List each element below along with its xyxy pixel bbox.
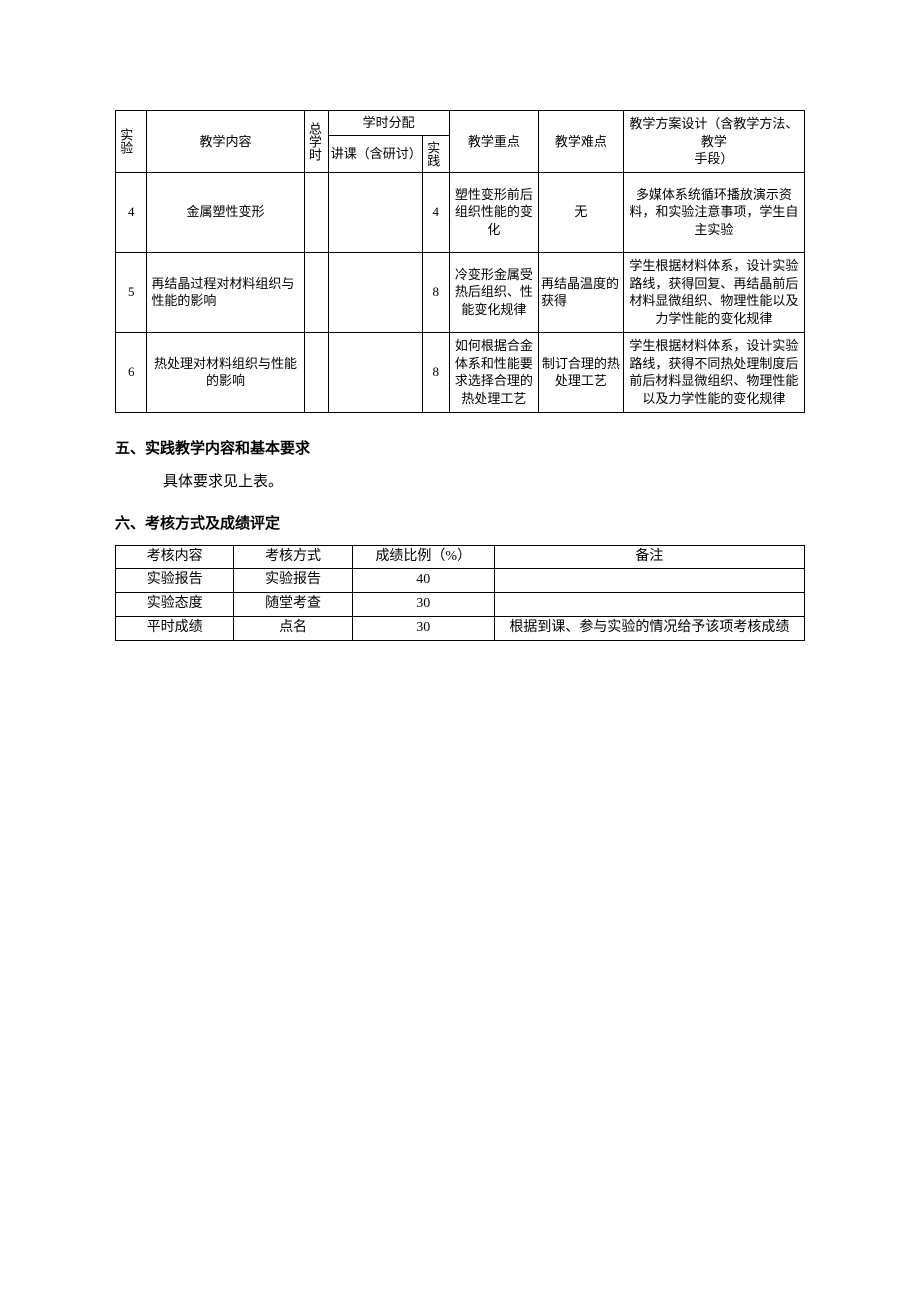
section-6-heading: 六、考核方式及成绩评定 xyxy=(115,512,805,533)
cell-content: 再结晶过程对材料组织与性能的影响 xyxy=(147,252,304,332)
cell-assess-method: 点名 xyxy=(234,617,352,641)
assessment-row: 实验态度 随堂考查 30 xyxy=(116,593,805,617)
header-total-hours: 总学时 xyxy=(304,111,328,173)
cell-assess-content: 实验报告 xyxy=(116,569,234,593)
assessment-row: 实验报告 实验报告 40 xyxy=(116,569,805,593)
cell-assess-ratio: 30 xyxy=(352,593,494,617)
teaching-schedule-table: 实验 教学内容 总学时 学时分配 教学重点 教学难点 教学方案设计（含教学方法、… xyxy=(115,110,805,413)
cell-focus: 塑性变形前后组织性能的变化 xyxy=(449,172,538,252)
table-row: 4 金属塑性变形 4 塑性变形前后组织性能的变化 无 多媒体系统循环播放演示资料… xyxy=(116,172,805,252)
header-practice: 实践 xyxy=(423,135,450,172)
header-assess-content: 考核内容 xyxy=(116,545,234,569)
cell-assess-method: 实验报告 xyxy=(234,569,352,593)
cell-difficulty: 再结晶温度的获得 xyxy=(539,252,624,332)
cell-assess-method: 随堂考查 xyxy=(234,593,352,617)
cell-total-hours xyxy=(304,252,328,332)
cell-practice: 8 xyxy=(423,332,450,412)
cell-practice: 4 xyxy=(423,172,450,252)
header-difficulty: 教学难点 xyxy=(539,111,624,173)
cell-plan: 多媒体系统循环播放演示资料，和实验注意事项，学生自主实验 xyxy=(623,172,804,252)
header-assess-method: 考核方式 xyxy=(234,545,352,569)
cell-focus: 如何根据合金体系和性能要求选择合理的热处理工艺 xyxy=(449,332,538,412)
cell-difficulty: 无 xyxy=(539,172,624,252)
section-5-heading: 五、实践教学内容和基本要求 xyxy=(115,437,805,458)
cell-assess-content: 平时成绩 xyxy=(116,617,234,641)
cell-focus: 冷变形金属受热后组织、性能变化规律 xyxy=(449,252,538,332)
assessment-table: 考核内容 考核方式 成绩比例（%） 备注 实验报告 实验报告 40 实验态度 随… xyxy=(115,545,805,642)
cell-lecture xyxy=(328,172,422,252)
cell-lecture xyxy=(328,332,422,412)
table-header-row-1: 实验 教学内容 总学时 学时分配 教学重点 教学难点 教学方案设计（含教学方法、… xyxy=(116,111,805,136)
cell-content: 金属塑性变形 xyxy=(147,172,304,252)
cell-assess-remark: 根据到课、参与实验的情况给予该项考核成绩 xyxy=(494,617,804,641)
header-hours-dist: 学时分配 xyxy=(328,111,449,136)
section-5-body: 具体要求见上表。 xyxy=(163,470,805,494)
cell-total-hours xyxy=(304,172,328,252)
header-assess-ratio: 成绩比例（%） xyxy=(352,545,494,569)
cell-total-hours xyxy=(304,332,328,412)
assessment-header-row: 考核内容 考核方式 成绩比例（%） 备注 xyxy=(116,545,805,569)
cell-assess-remark xyxy=(494,593,804,617)
header-experiment: 实验 xyxy=(116,111,147,173)
header-content: 教学内容 xyxy=(147,111,304,173)
table-row: 5 再结晶过程对材料组织与性能的影响 8 冷变形金属受热后组织、性能变化规律 再… xyxy=(116,252,805,332)
cell-difficulty: 制订合理的热处理工艺 xyxy=(539,332,624,412)
header-plan: 教学方案设计（含教学方法、教学 手段） xyxy=(623,111,804,173)
header-lecture: 讲课（含研讨） xyxy=(328,135,422,172)
header-focus: 教学重点 xyxy=(449,111,538,173)
cell-plan: 学生根据材料体系，设计实验路线，获得回复、再结晶前后材料显微组织、物理性能以及力… xyxy=(623,252,804,332)
cell-assess-remark xyxy=(494,569,804,593)
cell-no: 4 xyxy=(116,172,147,252)
cell-content: 热处理对材料组织与性能的影响 xyxy=(147,332,304,412)
cell-plan: 学生根据材料体系，设计实验路线，获得不同热处理制度后前后材料显微组织、物理性能以… xyxy=(623,332,804,412)
cell-no: 5 xyxy=(116,252,147,332)
cell-assess-ratio: 40 xyxy=(352,569,494,593)
cell-practice: 8 xyxy=(423,252,450,332)
header-assess-remark: 备注 xyxy=(494,545,804,569)
table-row: 6 热处理对材料组织与性能的影响 8 如何根据合金体系和性能要求选择合理的热处理… xyxy=(116,332,805,412)
cell-assess-ratio: 30 xyxy=(352,617,494,641)
cell-assess-content: 实验态度 xyxy=(116,593,234,617)
cell-lecture xyxy=(328,252,422,332)
assessment-row: 平时成绩 点名 30 根据到课、参与实验的情况给予该项考核成绩 xyxy=(116,617,805,641)
cell-no: 6 xyxy=(116,332,147,412)
